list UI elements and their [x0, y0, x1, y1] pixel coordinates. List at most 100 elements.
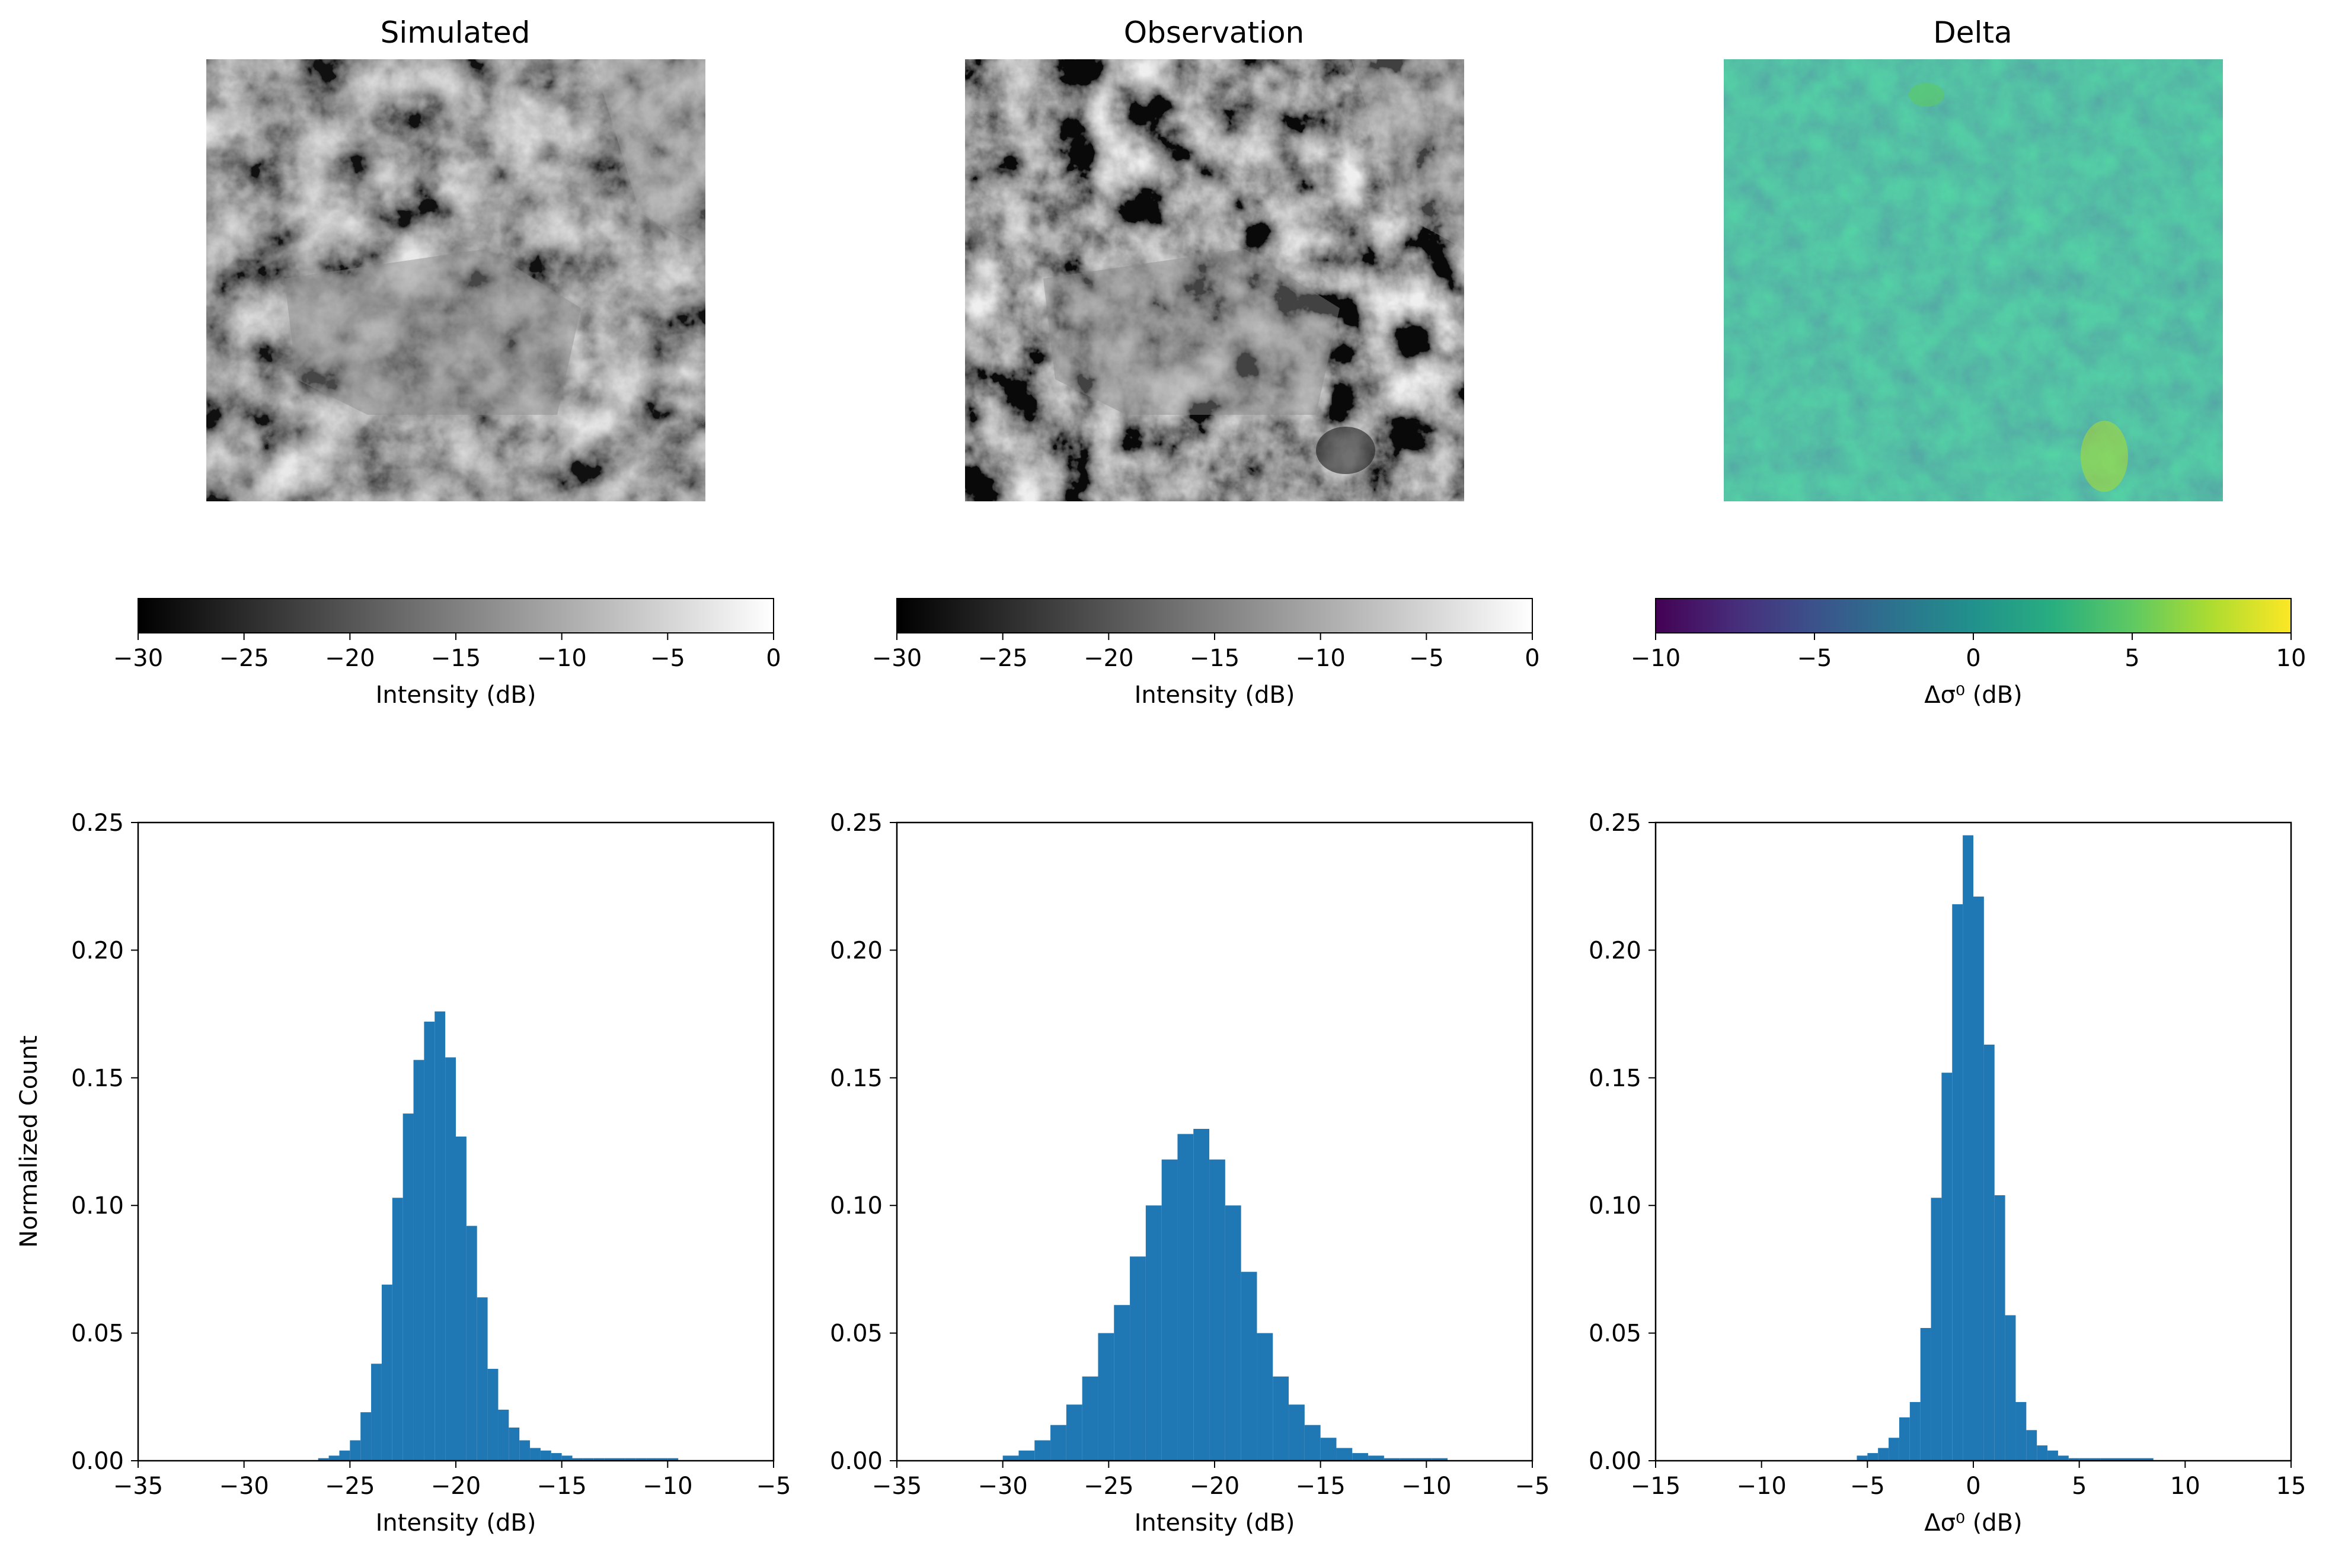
histogram-bar — [1352, 1453, 1369, 1461]
x-axis-label: Intensity (dB) — [376, 1509, 536, 1537]
histogram-bar — [1114, 1305, 1130, 1461]
y-tick-label: 0.10 — [1589, 1192, 1641, 1220]
histogram-bar — [2005, 1315, 2016, 1461]
histogram-bar — [2037, 1445, 2048, 1461]
histogram-bar — [1130, 1256, 1146, 1461]
histogram-bar — [1952, 904, 1963, 1461]
histogram-bar — [1082, 1376, 1098, 1461]
y-tick-label: 0.20 — [1589, 937, 1641, 964]
histogram-bar — [2058, 1455, 2069, 1461]
y-tick-label: 0.25 — [830, 809, 883, 837]
x-tick-label: −30 — [219, 1473, 269, 1500]
x-tick-label: 10 — [2170, 1473, 2200, 1500]
x-axis-label: Intensity (dB) — [1135, 1509, 1295, 1537]
histogram-bar — [1878, 1448, 1889, 1461]
y-tick-label: 0.15 — [830, 1065, 883, 1092]
y-tick-label: 0.05 — [830, 1320, 883, 1348]
panel-title-delta: Delta — [1933, 15, 2012, 50]
colorbar-tick-label: −15 — [1190, 645, 1239, 672]
colorbar-tick-label: 5 — [2124, 645, 2139, 672]
colorbar-tick-label: −5 — [1797, 645, 1832, 672]
histogram-bar — [551, 1453, 562, 1461]
y-tick-label: 0.15 — [1589, 1065, 1641, 1092]
colorbar-tick-label: −25 — [219, 645, 269, 672]
histogram-bar — [1018, 1450, 1035, 1461]
histogram-bar — [1931, 1198, 1942, 1461]
colorbar-tick-label: −30 — [113, 645, 163, 672]
colorbar-tick-label: −10 — [536, 645, 586, 672]
simulated-image — [206, 59, 705, 501]
histogram-bar — [1384, 1458, 1400, 1461]
histogram-bar — [1909, 1401, 1921, 1461]
histogram-bar — [1867, 1453, 1878, 1461]
histogram-bar — [1257, 1333, 1273, 1461]
panel-title-observation: Observation — [1124, 15, 1304, 50]
x-tick-label: −15 — [1295, 1473, 1345, 1500]
colorbar-tick-label: −5 — [1409, 645, 1444, 672]
histogram-bar — [2079, 1458, 2090, 1461]
histogram-bar — [1177, 1134, 1194, 1461]
histogram-bar — [519, 1440, 531, 1461]
histogram-bar — [1857, 1455, 1868, 1461]
histogram-bar — [667, 1458, 679, 1461]
x-tick-label: −15 — [536, 1473, 586, 1500]
y-tick-label: 0.00 — [1589, 1448, 1641, 1475]
histogram-bar — [1963, 835, 1973, 1461]
histogram-bar — [1098, 1333, 1114, 1461]
histogram-bar — [635, 1458, 647, 1461]
histogram-bar — [657, 1458, 668, 1461]
histogram-bar — [381, 1284, 392, 1461]
colorbar-tick-label: 0 — [766, 645, 781, 672]
histogram-bar — [318, 1458, 329, 1461]
histogram-bar — [1289, 1404, 1305, 1461]
observation-image — [965, 59, 1464, 501]
y-tick-label: 0.15 — [71, 1065, 124, 1092]
y-tick-label: 0.05 — [71, 1320, 124, 1348]
histogram-bar — [350, 1440, 361, 1461]
x-tick-label: −15 — [1631, 1473, 1681, 1500]
histogram-bar — [2068, 1458, 2079, 1461]
histogram-bar — [1161, 1159, 1178, 1461]
x-axis-label: Δσ⁰ (dB) — [1924, 1509, 2023, 1537]
histogram-bar — [1193, 1128, 1210, 1461]
histogram-bar — [1304, 1425, 1321, 1461]
histogram-bar — [1920, 1327, 1931, 1461]
histogram-bar — [2047, 1450, 2058, 1461]
x-tick-label: −25 — [325, 1473, 375, 1500]
histogram-bar — [1889, 1438, 1899, 1461]
histogram-bar — [477, 1297, 488, 1461]
y-tick-label: 0.10 — [71, 1192, 124, 1220]
histogram-bar — [1983, 1044, 1995, 1461]
histogram-bar — [1209, 1159, 1225, 1461]
colorbar-tick-label: −15 — [431, 645, 481, 672]
histogram-bar — [1145, 1205, 1162, 1461]
histogram-bar — [583, 1458, 594, 1461]
histogram-bar — [1273, 1376, 1289, 1461]
y-tick-label: 0.20 — [830, 937, 883, 964]
histogram-bar — [1432, 1458, 1448, 1461]
colorbar-tick-label: −10 — [1295, 645, 1345, 672]
y-tick-label: 0.00 — [71, 1448, 124, 1475]
x-tick-label: −35 — [872, 1473, 922, 1500]
histogram-bar — [1899, 1417, 1910, 1461]
colorbar-tick-label: −10 — [1631, 645, 1681, 672]
x-tick-label: −5 — [756, 1473, 791, 1500]
colorbar-tick-label: −30 — [872, 645, 922, 672]
histogram-bar — [498, 1409, 509, 1461]
colorbar-tick-label: 10 — [2276, 645, 2306, 672]
histogram-bar — [392, 1198, 403, 1461]
histogram-2: −15 −10 −5 0 5 10 15 0.00 0.05 0.10 0.15 0.20 0.25 Δσ… — [1589, 809, 2306, 1537]
x-tick-label: 15 — [2276, 1473, 2306, 1500]
histogram-bar — [445, 1057, 456, 1461]
histogram-bar — [2100, 1458, 2154, 1461]
y-tick-label: 0.25 — [71, 809, 124, 837]
histogram-bar — [561, 1455, 573, 1461]
histogram-bar — [1973, 896, 1984, 1461]
x-tick-label: −10 — [1736, 1473, 1786, 1500]
histogram-bar — [625, 1458, 636, 1461]
colorbar-tick-label: 0 — [1525, 645, 1539, 672]
colorbar-gradient — [1655, 598, 2292, 633]
x-tick-label: −30 — [977, 1473, 1027, 1500]
histogram-bar — [339, 1450, 350, 1461]
